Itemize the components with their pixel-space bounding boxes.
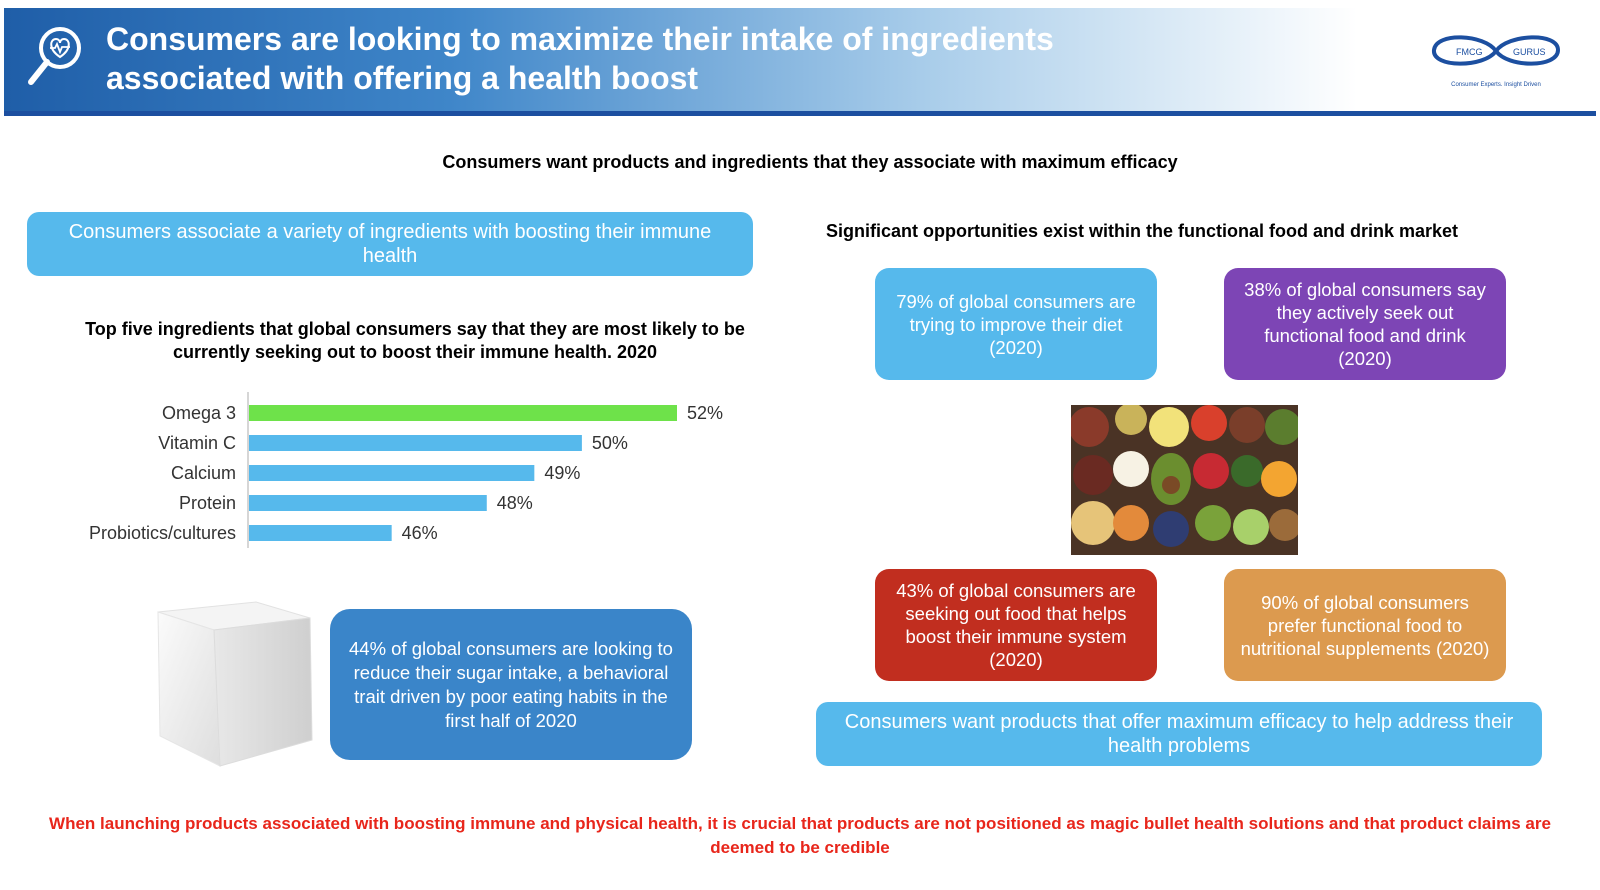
stat-prefer-functional-food: 90% of global consumers prefer functiona… (1224, 569, 1506, 681)
bar (249, 525, 392, 541)
bar-value-label: 52% (687, 403, 723, 423)
stat-seek-functional-food: 38% of global consumers say they activel… (1224, 268, 1506, 380)
logo-tagline: Consumer Experts. Insight Driven (1451, 82, 1541, 88)
ingredients-bar-chart: Omega 3 52% Vitamin C 50% Calcium 49% Protein 4… (89, 392, 723, 548)
bar (249, 465, 535, 481)
logo-right-text: GURUS (1513, 47, 1546, 57)
search-heart-icon (28, 27, 81, 85)
immune-ingredients-callout: Consumers associate a variety of ingredi… (27, 212, 753, 276)
sugar-cube-image (157, 601, 313, 767)
healthy-food-photo (1071, 405, 1298, 555)
logo-left-text: FMCG (1456, 47, 1483, 57)
fmcg-gurus-logo: FMCG GURUS Consumer Experts. Insight Dri… (1432, 35, 1561, 88)
bar (249, 435, 582, 451)
bar-value-label: 46% (402, 523, 438, 543)
bar-value-label: 49% (544, 463, 580, 483)
title-banner (4, 8, 1596, 112)
stat-immune-food: 43% of global consumers are seeking out … (875, 569, 1157, 681)
category-label: Protein (179, 493, 236, 513)
efficacy-callout: Consumers want products that offer maxim… (816, 702, 1542, 766)
sugar-intake-callout: 44% of global consumers are looking to r… (330, 609, 692, 760)
bar-value-label: 48% (497, 493, 533, 513)
stat-improve-diet: 79% of global consumers are trying to im… (875, 268, 1157, 380)
chart-title: Top five ingredients that global consume… (85, 319, 745, 362)
page-subtitle: Consumers want products and ingredients … (442, 152, 1178, 172)
category-label: Probiotics/cultures (89, 523, 236, 543)
bar (249, 495, 487, 511)
footer-warning-note: When launching products associated with … (49, 814, 1551, 857)
opportunities-heading: Significant opportunities exist within t… (826, 221, 1459, 241)
category-label: Calcium (171, 463, 236, 483)
bar (249, 405, 677, 421)
category-label: Omega 3 (162, 403, 236, 423)
category-label: Vitamin C (158, 433, 236, 453)
page-title: Consumers are looking to maximize their … (106, 21, 1054, 96)
title-banner-underline (4, 111, 1596, 116)
bar-value-label: 50% (592, 433, 628, 453)
